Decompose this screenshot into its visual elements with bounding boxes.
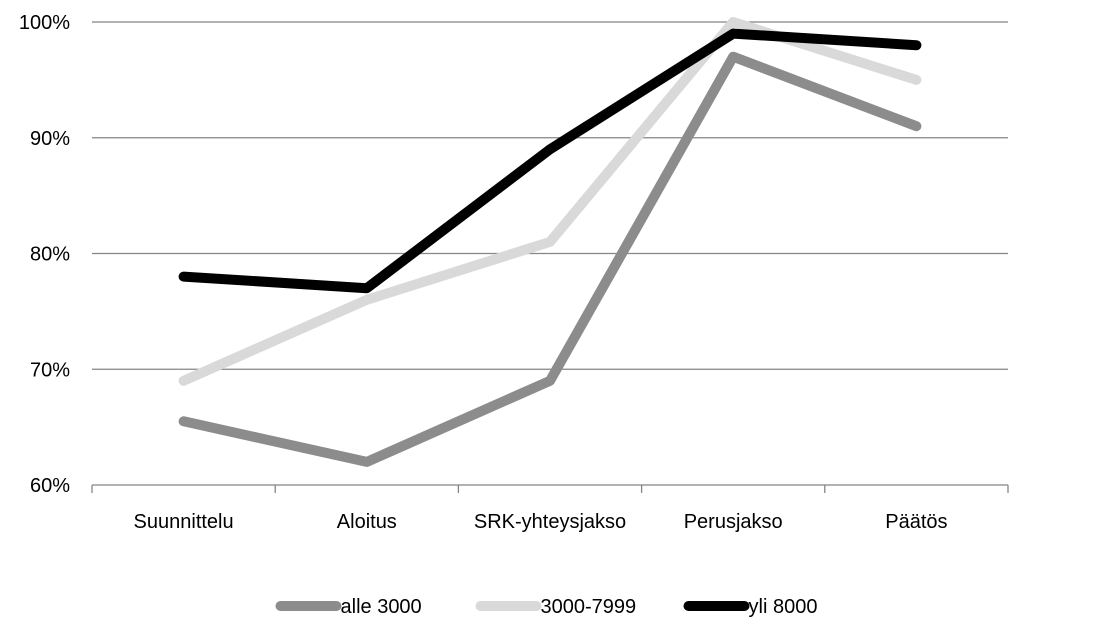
x-tick-label: Päätös xyxy=(885,511,947,533)
legend-label: 3000-7999 xyxy=(541,596,637,618)
x-tick-label: Suunnittelu xyxy=(134,511,234,533)
y-tick-label: 90% xyxy=(30,128,70,150)
y-axis-tick-labels: 60% 70% 80% 90% 100% xyxy=(19,12,70,497)
x-tick-label: Perusjakso xyxy=(684,511,783,533)
y-tick-label: 100% xyxy=(19,12,70,34)
y-tick-label: 80% xyxy=(30,244,70,266)
legend: alle 3000 3000-7999 yli 8000 xyxy=(275,596,818,618)
series-line xyxy=(178,17,922,386)
x-axis xyxy=(91,484,1009,493)
y-tick-label: 60% xyxy=(30,475,70,497)
x-tick-label: Aloitus xyxy=(337,511,397,533)
legend-label: yli 8000 xyxy=(749,596,818,618)
x-tick-label: SRK-yhteysjakso xyxy=(474,511,626,533)
x-axis-tick-labels: Suunnittelu Aloitus SRK-yhteysjakso Perusja… xyxy=(134,511,948,533)
gridlines xyxy=(92,21,1008,370)
y-tick-label: 70% xyxy=(30,359,70,381)
series-lines xyxy=(178,17,922,467)
series-line xyxy=(178,51,922,467)
series-line xyxy=(178,28,922,294)
legend-label: alle 3000 xyxy=(341,596,422,618)
